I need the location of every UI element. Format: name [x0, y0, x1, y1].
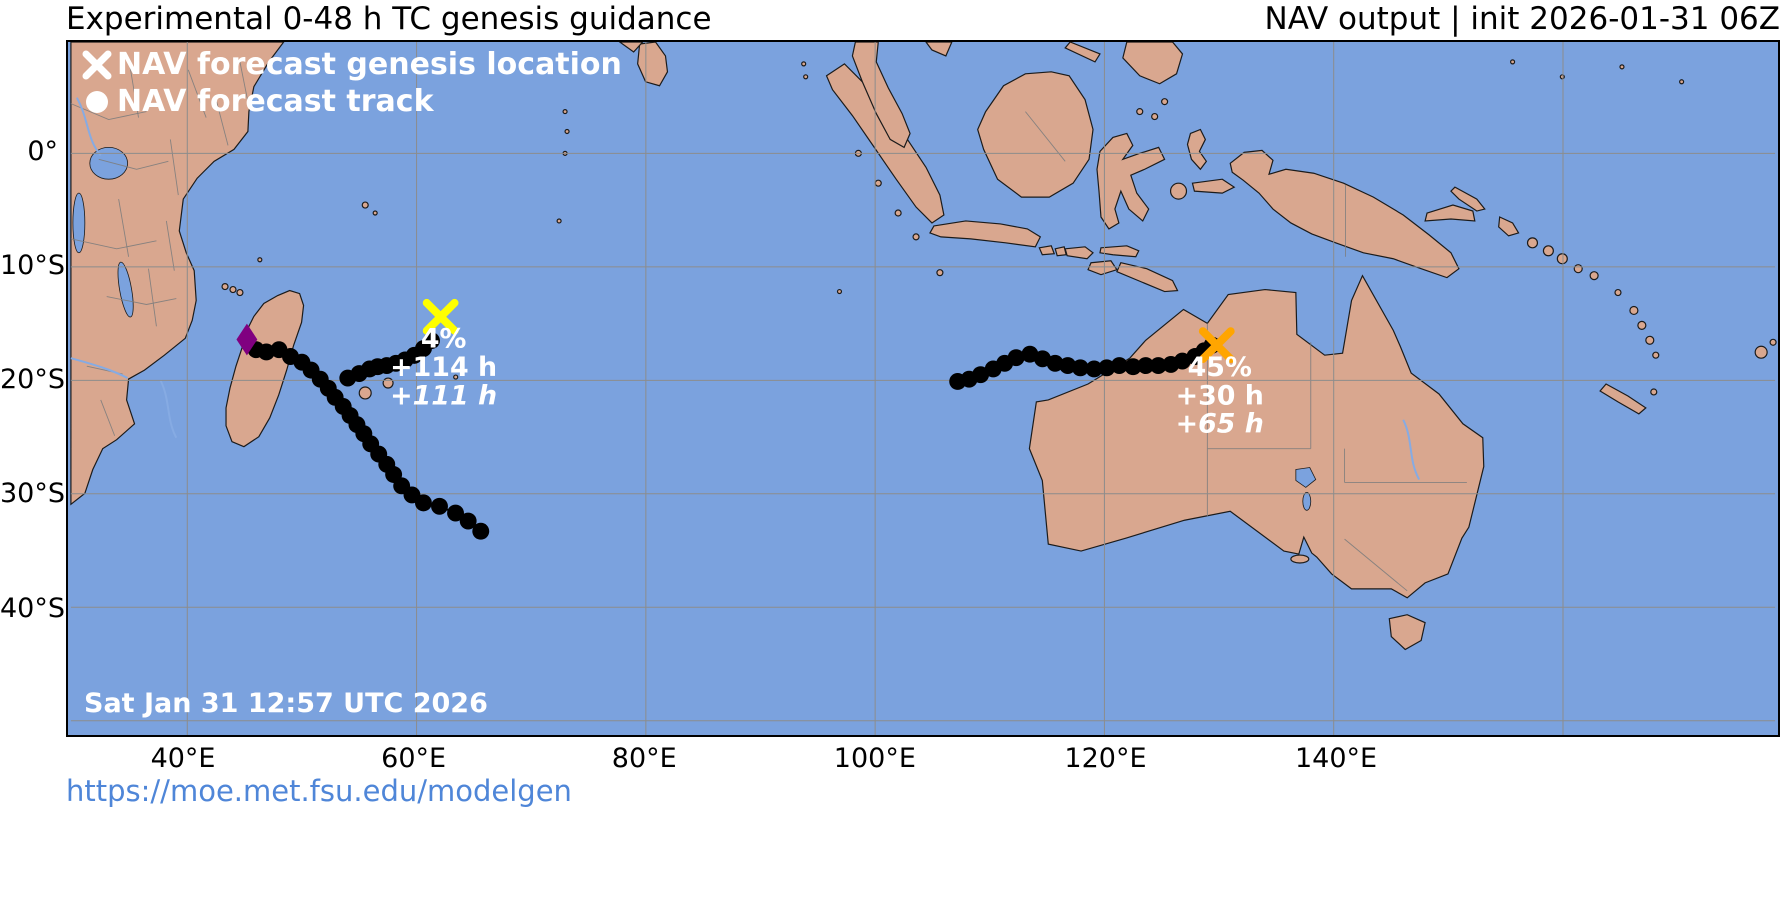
legend-genesis-row: NAV forecast genesis location	[80, 46, 622, 83]
buru	[1169, 182, 1188, 200]
lon-tick-label: 60°E	[381, 743, 447, 774]
dynamic-layer: 4%+114 h+111 h 45%+30 h+65 h	[70, 42, 1776, 735]
forecast-track-dot	[431, 497, 448, 515]
borneo	[977, 71, 1094, 198]
lon-tick-label: 100°E	[833, 743, 916, 774]
forecast-track-dot	[1110, 357, 1128, 375]
bougainville	[1498, 216, 1520, 237]
vanuatu-fiji-group	[1629, 305, 1777, 396]
madagascar	[225, 289, 305, 448]
forecast-track-dot	[1085, 360, 1103, 378]
map-canvas: 4%+114 h+111 h 45%+30 h+65 h	[70, 42, 1777, 735]
map: 4% +114 h +111 h 45% +30 h +65 h NAV forecast…	[66, 40, 1780, 737]
indonesia-small-islands-group	[854, 59, 1685, 241]
indian-ocean-small-islands-group	[221, 61, 944, 400]
lake-eyre	[1295, 467, 1317, 488]
lombok	[1054, 246, 1067, 257]
mekong-delta	[925, 42, 953, 57]
lat-tick-label: 30°S	[0, 478, 65, 510]
lat-tick-label: 0°	[27, 136, 58, 168]
header: Experimental 0-48 h TC genesis guidance …	[66, 1, 1780, 37]
rivers-layer	[70, 97, 1421, 480]
forecast-track-dot	[1059, 357, 1077, 375]
genesis-x-marker	[422, 298, 459, 335]
lake-tanganyika	[72, 192, 86, 254]
mindanao	[1122, 42, 1184, 85]
new-britain	[1424, 204, 1476, 222]
genesis-x-icon	[80, 48, 114, 82]
halmahera	[1186, 128, 1208, 171]
lake-layer	[72, 146, 1317, 511]
land-layer	[70, 42, 1777, 651]
genesis-leadtime-label: +114 h	[390, 352, 497, 383]
genesis-x-marker	[1198, 327, 1235, 364]
palawan	[1064, 42, 1101, 63]
forecast-track-dot	[1046, 354, 1064, 372]
legend-track-label: NAV forecast track	[117, 84, 434, 119]
bali	[1038, 245, 1056, 256]
lake-malawi	[117, 261, 134, 318]
forecast-track-dot	[459, 512, 477, 530]
forecast-track-dot	[1098, 359, 1116, 377]
genesis-leadtime-label: +30 h	[1176, 380, 1264, 411]
new-guinea	[1229, 149, 1460, 279]
legend-genesis-label: NAV forecast genesis location	[117, 47, 622, 82]
forecast-track-dot	[414, 494, 432, 512]
lon-tick-label: 120°E	[1064, 743, 1147, 774]
sri-lanka	[637, 42, 669, 87]
forecast-track-dot	[1149, 357, 1167, 375]
timestamp: Sat Jan 31 12:57 UTC 2026	[84, 688, 488, 719]
malay-peninsula	[851, 42, 911, 149]
timor	[1116, 262, 1179, 293]
genesis-probability-label: 4%	[421, 324, 467, 355]
australia	[1028, 274, 1485, 599]
lake-victoria	[89, 146, 128, 180]
seram	[1191, 178, 1236, 194]
australia-state-borders	[1206, 323, 1467, 592]
forecast-track-dot	[1137, 357, 1155, 375]
forecast-track-dot	[1124, 358, 1142, 376]
lat-tick-label: 40°S	[0, 592, 65, 624]
sumba	[1087, 260, 1118, 276]
source-url-link[interactable]: https://moe.met.fsu.edu/modelgen	[66, 774, 572, 808]
track-dot-icon	[80, 85, 114, 119]
forecast-track-dot	[257, 343, 275, 361]
forecast-track-dot	[1007, 349, 1025, 367]
forecast-track-dot	[447, 504, 464, 522]
lon-tick-label: 40°E	[150, 743, 216, 774]
lon-tick-label: 140°E	[1295, 743, 1378, 774]
forecast-track-dot	[972, 366, 990, 384]
new-caledonia	[1599, 383, 1647, 415]
sulawesi	[1096, 132, 1166, 230]
tasmania	[1388, 614, 1426, 651]
forecast-track-dot	[423, 332, 440, 350]
forecast-track-dot	[472, 522, 490, 540]
lat-tick-label: 10°S	[0, 250, 65, 282]
model-init-info: NAV output | init 2026-01-31 06Z	[1264, 1, 1780, 37]
lon-tick-label: 80°E	[611, 743, 677, 774]
genesis-probability-label: 45%	[1188, 352, 1252, 383]
map-legend: NAV forecast genesis location NAV foreca…	[80, 46, 622, 120]
java	[929, 220, 1042, 248]
page-title: Experimental 0-48 h TC genesis guidance	[66, 1, 712, 37]
india-tip	[618, 42, 644, 53]
legend-track-row: NAV forecast track	[80, 83, 622, 120]
genesis-leadtime-label: +65 h	[1176, 409, 1264, 440]
sumbawa	[1064, 246, 1094, 260]
lake-torrens	[1302, 492, 1312, 511]
kangaroo-island	[1290, 554, 1310, 564]
forecast-track-dot	[1071, 359, 1089, 377]
new-ireland	[1450, 186, 1486, 212]
genesis-leadtime-label: +111 h	[390, 380, 497, 411]
flores	[1099, 245, 1140, 258]
lat-tick-label: 20°S	[0, 364, 65, 396]
